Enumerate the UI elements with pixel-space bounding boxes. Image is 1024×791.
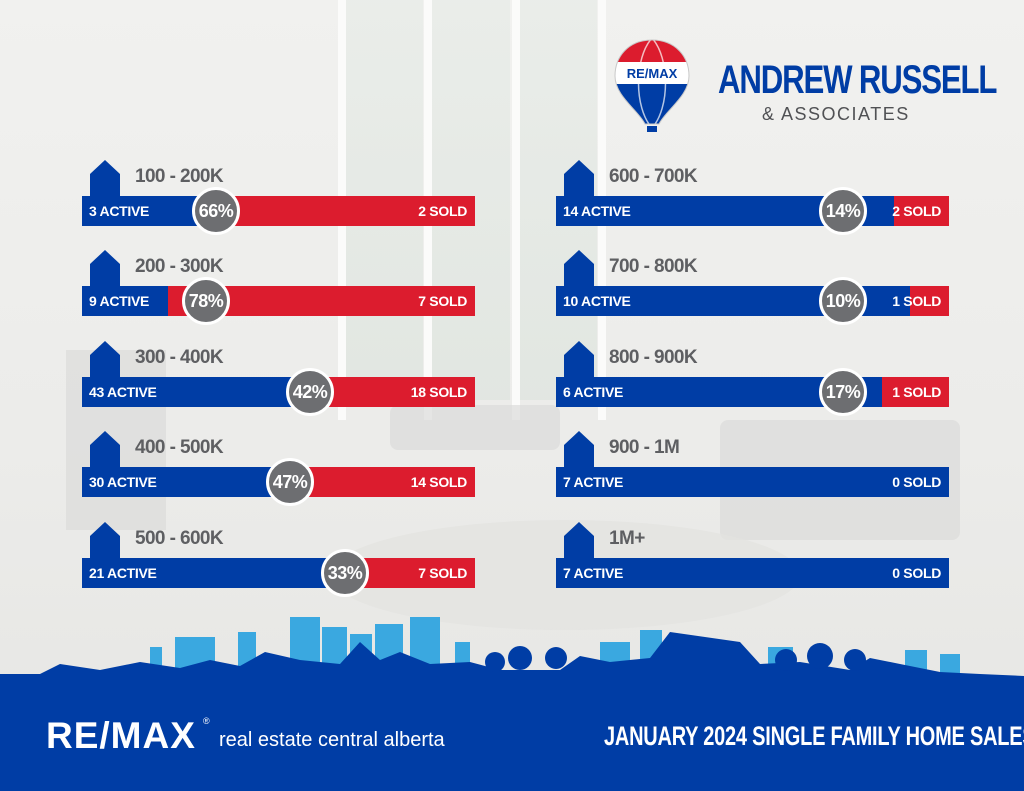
active-bar-segment (556, 467, 949, 497)
price-range-label: 100 - 200K (135, 166, 224, 187)
house-icon (90, 160, 120, 196)
house-icon (90, 250, 120, 286)
sold-count-label: 1 SOLD (892, 384, 941, 400)
remax-balloon-logo: RE/MAX (614, 39, 690, 132)
price-range-label: 500 - 600K (135, 528, 224, 549)
active-count-label: 9 ACTIVE (89, 293, 150, 309)
footer-bar (0, 688, 1024, 791)
active-bar-segment (82, 377, 310, 407)
window-frame (512, 0, 520, 420)
sales-bar: 21 ACTIVE 7 SOLD 33% (82, 549, 475, 597)
house-icon (564, 160, 594, 196)
sold-bar-segment (290, 467, 475, 497)
active-bar-segment (82, 467, 290, 497)
sold-bar-segment (910, 286, 949, 316)
sales-bar: 14 ACTIVE 2 SOLD 14% (556, 187, 949, 235)
sold-count-label: 2 SOLD (418, 203, 467, 219)
sold-count-label: 7 SOLD (418, 565, 467, 581)
active-count-label: 7 ACTIVE (563, 565, 624, 581)
sold-count-label: 18 SOLD (410, 384, 468, 400)
footer-remax-logo: RE/MAX (46, 715, 196, 756)
sold-percentage-badge: 47% (266, 458, 314, 506)
active-count-label: 43 ACTIVE (89, 384, 157, 400)
sold-bar-segment (882, 377, 949, 407)
sold-percentage-badge: 42% (286, 368, 334, 416)
sold-bar-segment (216, 196, 475, 226)
active-count-label: 21 ACTIVE (89, 565, 157, 581)
sold-count-label: 7 SOLD (418, 293, 467, 309)
house-icon (90, 431, 120, 467)
skyline-illustration (0, 617, 1024, 692)
active-bar-segment (82, 286, 168, 316)
sales-bar: 30 ACTIVE 14 SOLD 47% (82, 458, 475, 506)
active-count-label: 7 ACTIVE (563, 474, 624, 490)
price-range-label: 400 - 500K (135, 437, 224, 458)
sold-percentage-badge: 10% (819, 277, 867, 325)
active-bar-segment (556, 558, 949, 588)
sales-bar: 6 ACTIVE 1 SOLD 17% (556, 368, 949, 416)
sold-count-label: 1 SOLD (892, 293, 941, 309)
sales-bar: 10 ACTIVE 1 SOLD 10% (556, 277, 949, 325)
agent-name: ANDREW RUSSELL (718, 58, 997, 102)
price-range-label: 700 - 800K (609, 256, 698, 277)
sofa (390, 405, 560, 450)
sales-bar: 7 ACTIVE 0 SOLD (556, 467, 949, 497)
sold-count-label: 0 SOLD (892, 474, 941, 490)
sold-bar-segment (310, 377, 475, 407)
sold-count-label: 2 SOLD (892, 203, 941, 219)
footer-title: JANUARY 2024 SINGLE FAMILY HOME SALES (604, 721, 1024, 751)
footer-tagline: real estate central alberta (219, 729, 445, 751)
active-count-label: 3 ACTIVE (89, 203, 150, 219)
house-icon (90, 341, 120, 377)
price-range-label: 1M+ (609, 528, 645, 549)
sold-percentage-badge: 33% (321, 549, 369, 597)
house-icon (564, 341, 594, 377)
price-range-label: 300 - 400K (135, 347, 224, 368)
active-count-label: 6 ACTIVE (563, 384, 624, 400)
sold-count-label: 0 SOLD (892, 565, 941, 581)
sales-bar: 7 ACTIVE 0 SOLD (556, 558, 949, 588)
price-range-label: 800 - 900K (609, 347, 698, 368)
house-icon (90, 522, 120, 558)
sales-bar: 3 ACTIVE 2 SOLD 66% (82, 187, 475, 235)
balloon-text: RE/MAX (627, 66, 678, 81)
active-count-label: 14 ACTIVE (563, 203, 631, 219)
price-range-label: 200 - 300K (135, 256, 224, 277)
price-range-label: 900 - 1M (609, 437, 680, 458)
house-icon (564, 522, 594, 558)
active-count-label: 10 ACTIVE (563, 293, 631, 309)
agent-subtitle: & ASSOCIATES (762, 104, 910, 124)
sales-bar: 43 ACTIVE 18 SOLD 42% (82, 368, 475, 416)
active-count-label: 30 ACTIVE (89, 474, 157, 490)
sales-bar: 9 ACTIVE 7 SOLD 78% (82, 277, 475, 325)
price-range-label: 600 - 700K (609, 166, 698, 187)
sold-percentage-badge: 66% (192, 187, 240, 235)
house-icon (564, 431, 594, 467)
sold-bar-segment (894, 196, 949, 226)
sold-percentage-badge: 17% (819, 368, 867, 416)
sold-count-label: 14 SOLD (410, 474, 468, 490)
house-icon (564, 250, 594, 286)
active-bar-segment (82, 558, 345, 588)
sold-percentage-badge: 14% (819, 187, 867, 235)
registered-mark: ® (203, 716, 210, 726)
sold-percentage-badge: 78% (182, 277, 230, 325)
